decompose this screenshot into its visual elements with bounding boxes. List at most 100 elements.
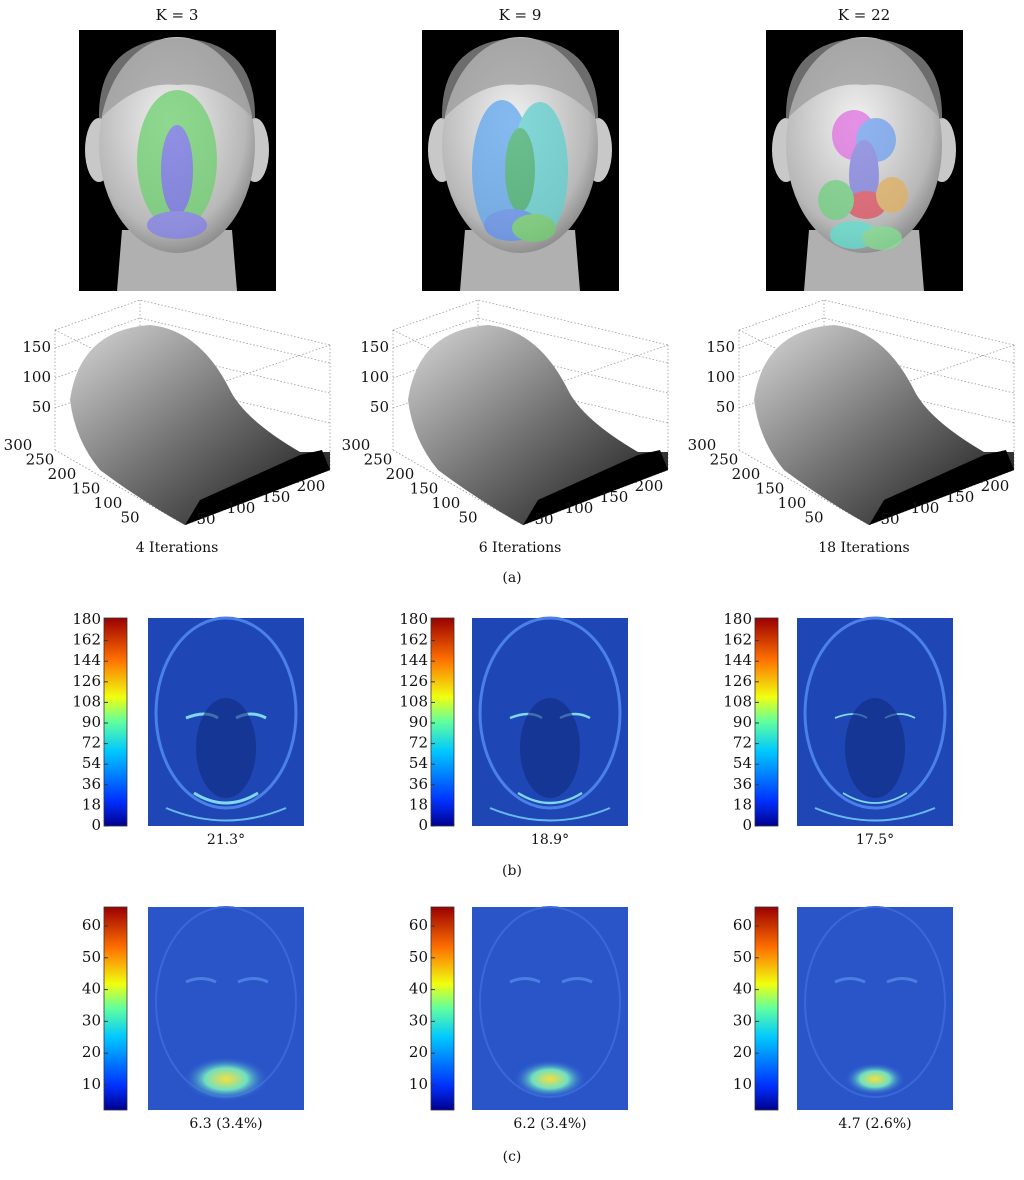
figure: K = 315010050300250200150100505010015020… [0,0,1024,1176]
colorbar-tick-label: 108 [72,692,101,710]
colorbar-tick-label: 18 [733,795,752,813]
error-map [472,907,628,1110]
colorbar-tick-label: 72 [409,734,428,752]
colorbar-tick-label: 54 [733,754,752,772]
map-caption: 17.5° [856,832,894,848]
z-tick-label: 50 [32,398,51,416]
segment-patch [512,214,556,242]
head-render [766,30,963,291]
z-tick-label: 150 [22,338,51,356]
column-caption: 18 Iterations [818,540,909,556]
colorbar-tick-label: 126 [399,672,428,690]
x-tick-label: 150 [946,488,975,506]
colorbar [431,618,454,826]
colorbar [755,618,778,826]
colorbar [755,907,778,1110]
map-caption: 4.7 (2.6%) [838,1116,911,1132]
colorbar [104,907,127,1110]
face-shadow [196,698,256,798]
x-tick-label: 200 [635,477,664,495]
colorbar-tick-label: 18 [409,795,428,813]
column-title: K = 22 [838,6,890,24]
error-map [797,907,953,1110]
colorbar-tick-label: 40 [82,980,101,998]
column-caption: 6 Iterations [479,540,562,556]
colorbar-tick-label: 30 [409,1011,428,1029]
column-title: K = 9 [499,6,542,24]
colorbar-tick-label: 180 [399,610,428,628]
error-blob [184,1057,268,1101]
map-caption: 21.3° [207,832,245,848]
face-shadow [520,698,580,798]
colorbar-tick-label: 144 [72,651,101,669]
colorbar-tick-label: 40 [733,980,752,998]
segment-patch [147,211,207,239]
segment-patches [472,100,568,242]
page: {"panels": { "a": {"label": "(a)", "z_ti… [0,0,1024,1180]
colorbar-tick-label: 126 [72,672,101,690]
z-tick-label: 50 [716,398,735,416]
column-title: K = 3 [156,6,199,24]
x-tick-label: 200 [981,477,1010,495]
map-caption: 6.3 (3.4%) [189,1116,262,1132]
colorbar-tick-label: 36 [409,775,428,793]
x-tick-label: 100 [227,499,256,517]
y-tick-label: 100 [778,494,807,512]
x-tick-label: 150 [262,488,291,506]
colorbar [431,907,454,1110]
colorbar-tick-label: 144 [723,651,752,669]
colorbar-tick-label: 0 [91,816,101,834]
z-tick-label: 100 [22,368,51,386]
x-tick-label: 50 [534,510,553,528]
colorbar-tick-label: 180 [723,610,752,628]
z-tick-label: 100 [360,368,389,386]
colorbar-tick-label: 40 [409,980,428,998]
surface-plot: 150100503002502001501005050100150200 [688,300,1014,528]
colorbar-tick-label: 180 [72,610,101,628]
colorbar-tick-label: 60 [409,916,428,934]
error-blob [514,1060,586,1098]
map-caption: 6.2 (3.4%) [513,1116,586,1132]
colorbar-tick-label: 54 [409,754,428,772]
z-tick-label: 150 [706,338,735,356]
x-tick-label: 50 [196,510,215,528]
error-map [472,618,628,826]
segment-patch [505,128,535,212]
colorbar-tick-label: 60 [733,916,752,934]
colorbar-tick-label: 10 [82,1075,101,1093]
colorbar-tick-label: 0 [418,816,428,834]
colorbar-tick-label: 60 [82,916,101,934]
colorbar-tick-label: 0 [742,816,752,834]
colorbar [104,618,127,826]
column-caption: 4 Iterations [136,540,219,556]
colorbar-tick-label: 36 [82,775,101,793]
colorbar-tick-label: 108 [399,692,428,710]
colorbar-tick-label: 162 [72,631,101,649]
segment-patch [161,125,193,215]
error-blob [845,1063,905,1095]
head-render [79,30,276,291]
colorbar-tick-label: 90 [409,713,428,731]
colorbar-tick-label: 126 [723,672,752,690]
error-map [148,618,304,826]
colorbar-tick-label: 54 [82,754,101,772]
map-caption: 18.9° [531,832,569,848]
colorbar-tick-label: 162 [399,631,428,649]
z-tick-label: 50 [370,398,389,416]
segment-patch [862,226,902,250]
face-shadow [845,698,905,798]
colorbar-tick-label: 50 [82,948,101,966]
z-tick-label: 150 [360,338,389,356]
panel-label: (a) [502,570,521,586]
colorbar-tick-label: 162 [723,631,752,649]
colorbar-tick-label: 50 [733,948,752,966]
error-map [148,907,304,1110]
colorbar-tick-label: 20 [82,1043,101,1061]
y-tick-label: 50 [120,509,139,527]
x-tick-label: 50 [880,510,899,528]
segment-patch [876,177,908,213]
y-tick-label: 50 [804,509,823,527]
panel-label: (c) [503,1149,522,1165]
x-tick-label: 150 [600,488,629,506]
